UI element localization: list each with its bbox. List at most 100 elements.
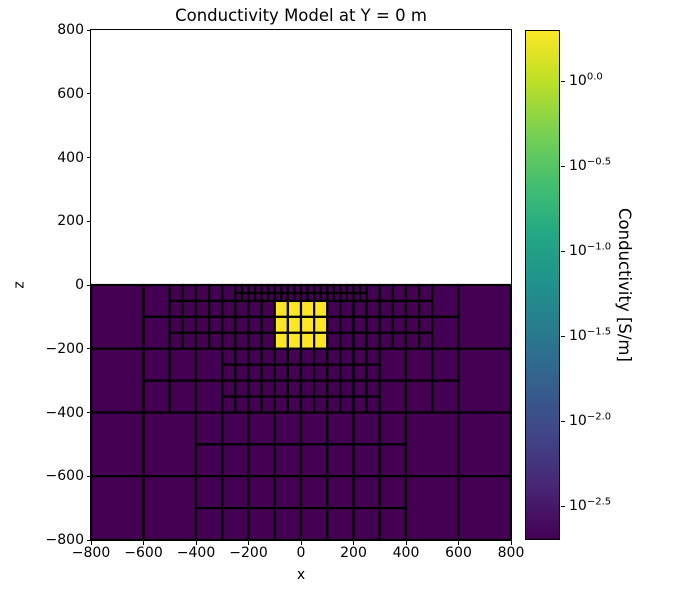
mesh-cell-conductive-block (299, 331, 316, 350)
mesh-cell (194, 283, 211, 303)
mesh-cell (221, 379, 237, 398)
mesh-cell (194, 475, 224, 510)
mesh-cell (326, 347, 342, 366)
colorbar-label: Conductivity [S/m] (615, 208, 634, 362)
mesh-cell (365, 331, 381, 350)
mesh-cell-conductive-block (299, 299, 316, 318)
colorbar-tick (561, 165, 565, 167)
mesh-cell (404, 299, 421, 318)
y-tick-label: 400 (57, 149, 84, 166)
mesh-cell (91, 411, 145, 478)
mesh-cell (339, 331, 355, 350)
mesh-cell (286, 363, 303, 382)
mesh-cell (91, 347, 145, 414)
mesh-cell (326, 363, 342, 382)
mesh-cell (457, 475, 511, 540)
x-tick (405, 541, 407, 545)
y-tick (87, 475, 91, 477)
mesh-cell (221, 475, 250, 510)
mesh-cell (299, 395, 316, 414)
mesh-cell (313, 363, 329, 382)
mesh-cell (221, 315, 237, 334)
mesh-cell (404, 379, 434, 414)
colorbar-tick (561, 250, 565, 252)
mesh-cell (352, 395, 368, 414)
mesh-cell (221, 283, 237, 303)
y-tick (87, 348, 91, 350)
x-tick-label: 400 (392, 545, 420, 561)
mesh-cell (181, 299, 198, 318)
mesh-cell (352, 443, 381, 478)
mesh-cell (365, 347, 381, 366)
mesh-cell (260, 315, 276, 334)
mesh-cell (273, 395, 289, 414)
colorbar-tick (561, 335, 565, 337)
x-tick (143, 541, 144, 545)
mesh-cell (457, 347, 511, 414)
y-tick (87, 157, 91, 158)
mesh-cell (142, 475, 198, 540)
colorbar-tick-label: 10−2.0 (569, 411, 612, 430)
mesh-cell (260, 299, 276, 318)
mesh-cell (221, 331, 237, 350)
mesh-cell (168, 315, 184, 334)
mesh-cell (378, 379, 408, 414)
mesh-cell (378, 507, 408, 540)
mesh-cell (194, 507, 224, 540)
y-tick-label: −600 (45, 468, 84, 485)
mesh-cell (352, 475, 381, 510)
y-tick (87, 220, 91, 222)
mesh-cell (326, 395, 342, 414)
colorbar-tick (561, 505, 565, 507)
mesh-cell (391, 283, 408, 303)
colorbar-tick (561, 80, 565, 82)
mesh-cell-conductive-block (273, 299, 289, 318)
mesh-cell (352, 379, 368, 398)
x-tick-label: 200 (340, 545, 367, 561)
mesh-cell (431, 379, 460, 414)
mesh-cell (365, 363, 381, 382)
mesh-cell (339, 315, 355, 334)
mesh-cell (339, 379, 355, 398)
mesh-cell (431, 315, 460, 350)
mesh-cell-conductive-block (286, 299, 303, 318)
mesh-cell (352, 363, 368, 382)
mesh-cell (365, 299, 381, 318)
mesh-cell (404, 315, 421, 334)
mesh-cell (273, 443, 303, 478)
mesh-cell (352, 347, 368, 366)
mesh-cell (260, 331, 276, 350)
y-tick-label: 0 (75, 277, 84, 293)
mesh-cell (378, 443, 408, 478)
mesh-cell (194, 411, 224, 446)
mesh-cell (260, 395, 276, 414)
mesh-cell (299, 475, 329, 510)
x-tick (458, 541, 459, 545)
mesh-cell (247, 475, 276, 510)
mesh-cell (313, 379, 329, 398)
mesh-cell (247, 315, 263, 334)
mesh-cell (326, 315, 342, 334)
mesh-cell (326, 507, 355, 540)
mesh-cell (339, 395, 355, 414)
mesh-cell (378, 347, 408, 382)
y-tick (87, 29, 91, 31)
mesh-cell (418, 299, 434, 318)
mesh-cell (299, 411, 329, 446)
mesh-cell (194, 315, 211, 334)
y-tick-label: −800 (45, 532, 84, 548)
y-tick-label: 600 (57, 85, 84, 102)
y-tick (87, 284, 91, 286)
mesh-cell (234, 363, 250, 382)
mesh-cell (234, 347, 250, 366)
mesh-cell (234, 379, 250, 398)
mesh-cell (247, 363, 263, 382)
mesh-cell (142, 347, 171, 382)
x-tick (248, 541, 249, 545)
mesh-cell (378, 299, 394, 318)
mesh-cell (404, 331, 421, 350)
mesh-cell (260, 347, 276, 366)
colorbar-gradient (525, 30, 560, 540)
mesh-cell (142, 283, 171, 318)
mesh-cell (299, 507, 329, 540)
